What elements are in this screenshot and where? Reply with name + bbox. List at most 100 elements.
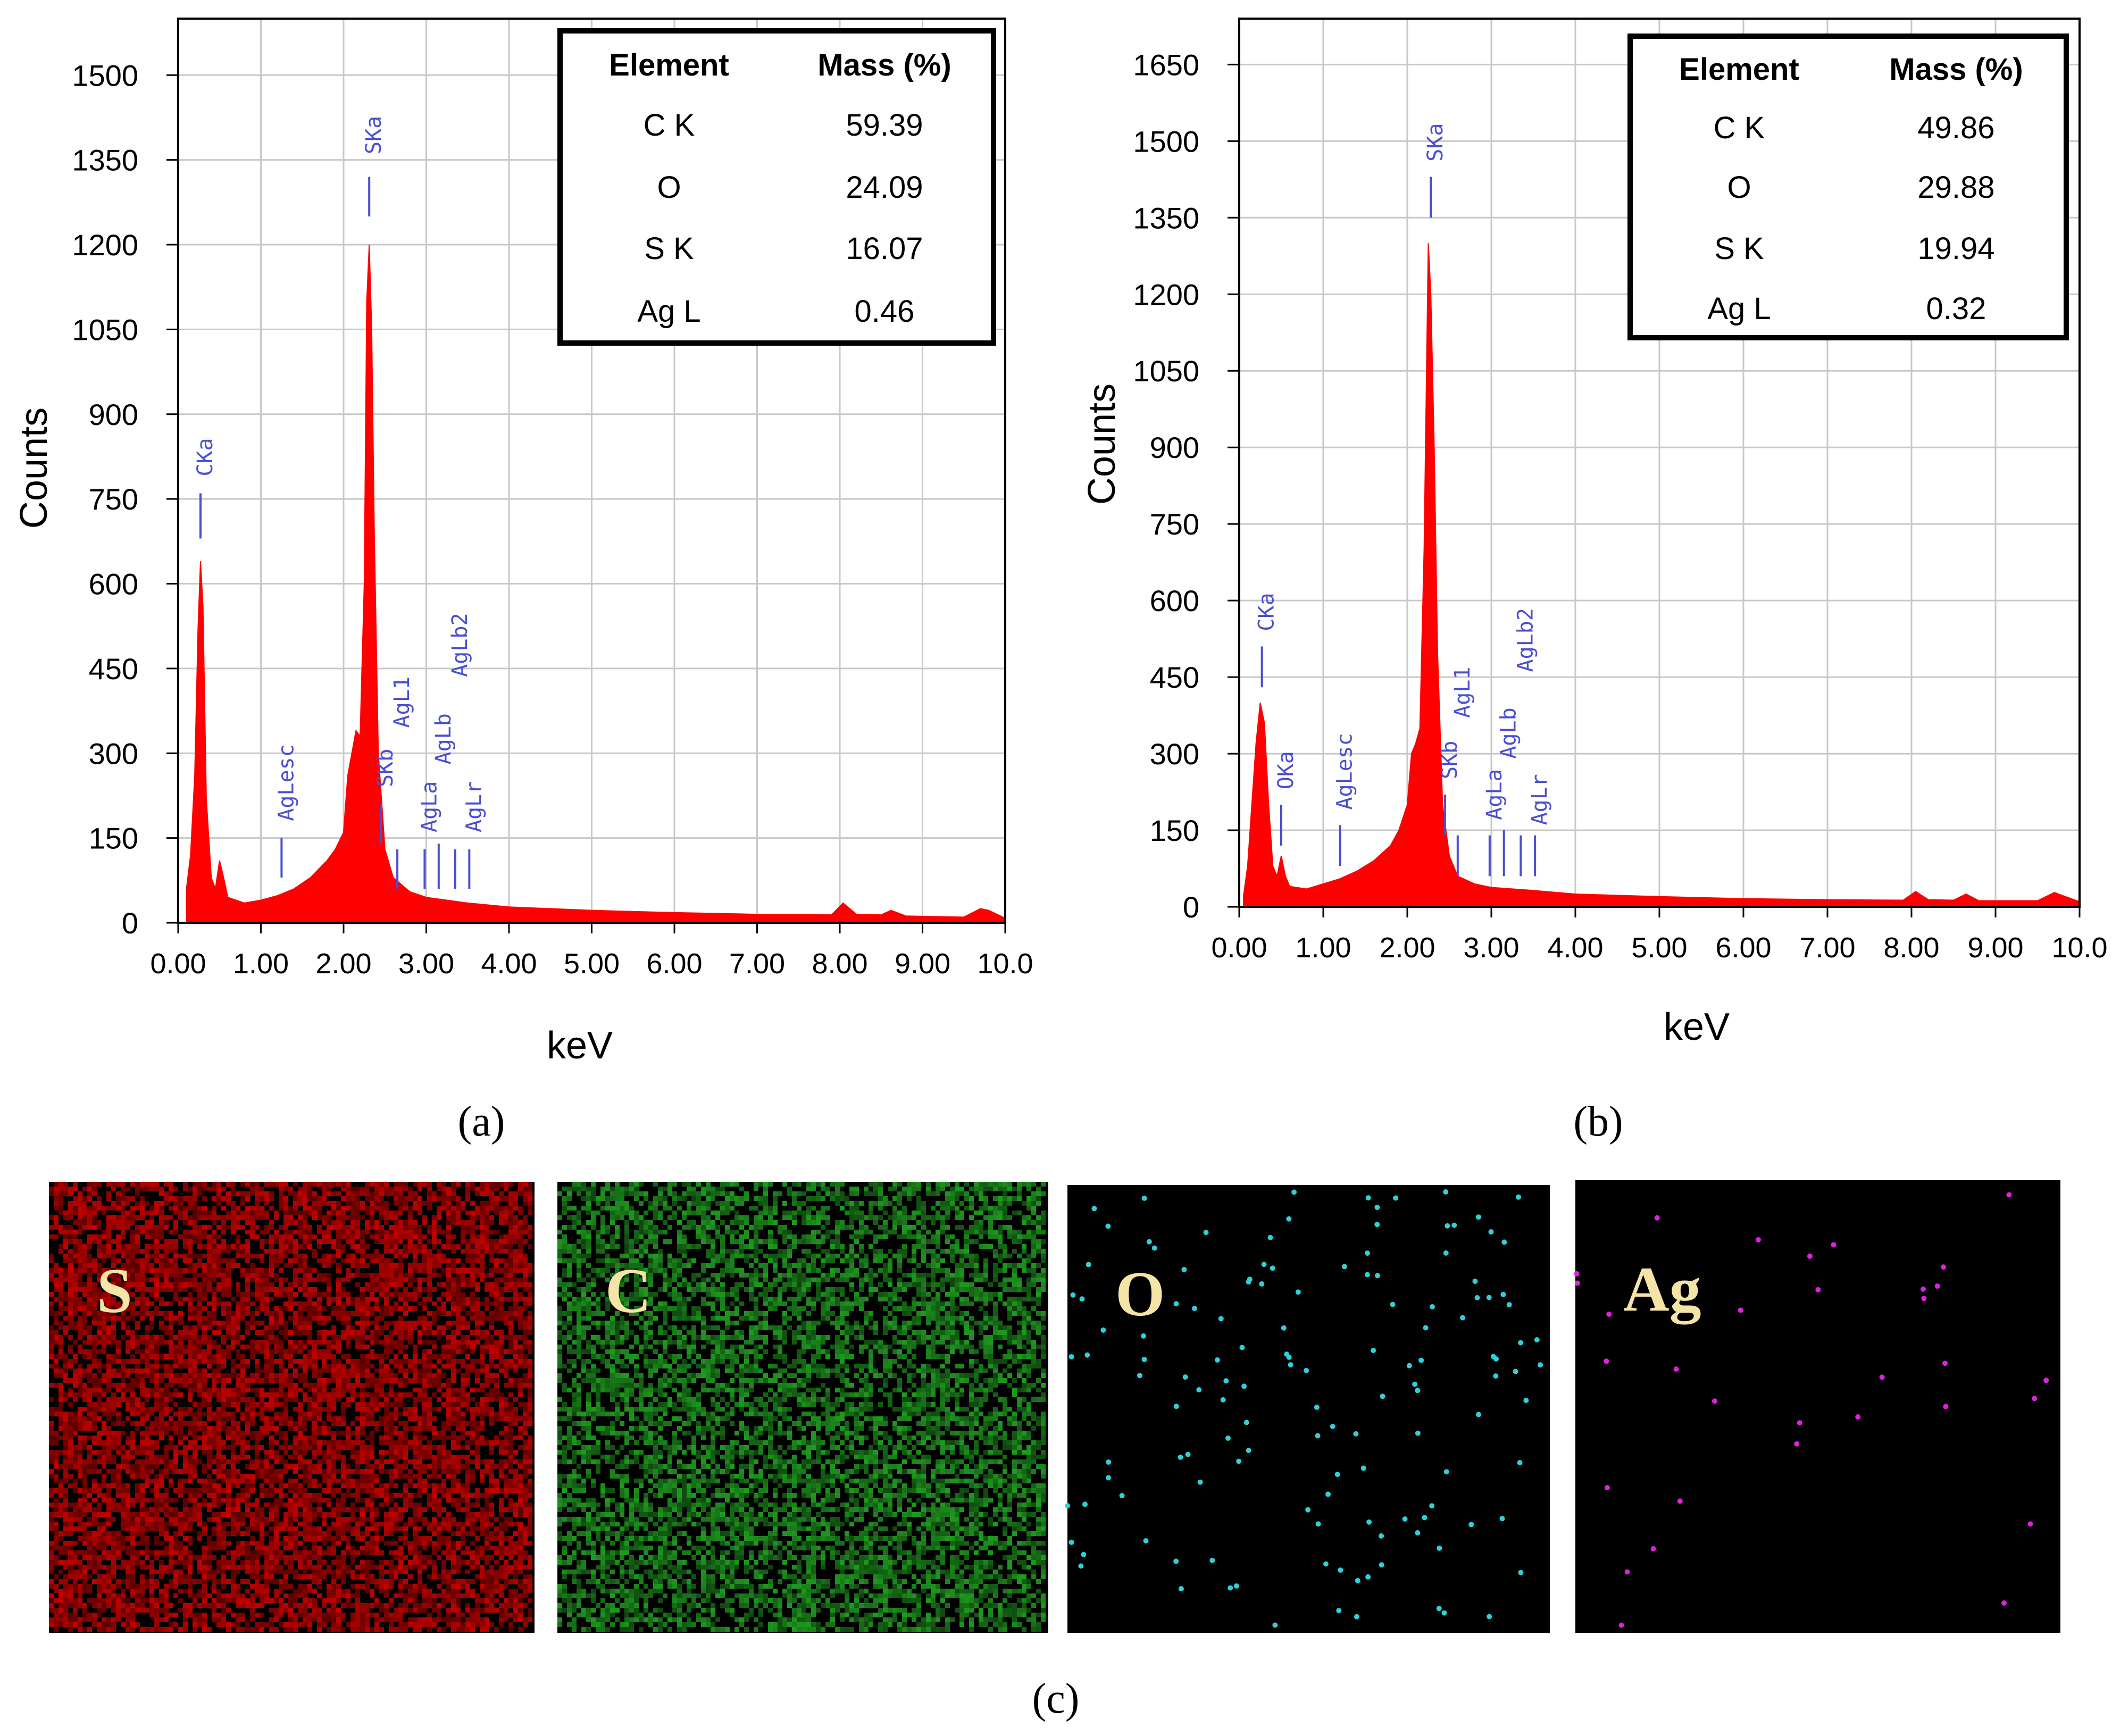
map-pixel bbox=[303, 1191, 307, 1196]
map-pixel bbox=[164, 1354, 169, 1359]
map-pixel bbox=[418, 1378, 422, 1383]
map-pixel bbox=[111, 1220, 116, 1225]
map-pixel bbox=[269, 1464, 274, 1469]
map-pixel bbox=[465, 1378, 470, 1383]
map-pixel bbox=[303, 1187, 307, 1191]
map-pixel bbox=[504, 1383, 508, 1388]
map-pixel bbox=[135, 1263, 140, 1268]
map-pixel bbox=[106, 1469, 111, 1474]
map-pixel bbox=[523, 1215, 528, 1220]
map-pixel bbox=[59, 1191, 63, 1196]
map-pixel bbox=[317, 1459, 322, 1464]
map-pixel bbox=[188, 1373, 193, 1378]
map-pixel bbox=[307, 1412, 312, 1416]
map-pixel bbox=[121, 1431, 126, 1435]
map-pixel bbox=[465, 1383, 470, 1388]
map-pixel bbox=[489, 1349, 494, 1354]
map-pixel bbox=[245, 1282, 250, 1287]
map-pixel bbox=[389, 1225, 394, 1230]
map-pixel bbox=[374, 1187, 379, 1191]
map-pixel bbox=[499, 1340, 504, 1345]
map-pixel bbox=[173, 1196, 178, 1201]
map-pixel bbox=[374, 1330, 379, 1335]
map-pixel bbox=[216, 1225, 221, 1230]
map-pixel bbox=[374, 1225, 379, 1230]
map-pixel bbox=[327, 1345, 331, 1349]
map-pixel bbox=[341, 1392, 346, 1397]
map-pixel bbox=[236, 1435, 240, 1440]
map-pixel bbox=[54, 1268, 59, 1273]
map-pixel bbox=[346, 1335, 350, 1340]
map-pixel bbox=[485, 1187, 489, 1191]
map-pixel bbox=[508, 1273, 513, 1278]
mass-table-value: 16.07 bbox=[846, 231, 923, 266]
map-pixel bbox=[54, 1474, 59, 1479]
map-pixel bbox=[140, 1445, 145, 1450]
map-pixel bbox=[413, 1359, 418, 1364]
map-pixel bbox=[102, 1340, 106, 1345]
map-pixel bbox=[202, 1282, 207, 1287]
map-pixel bbox=[212, 1359, 216, 1364]
map-pixel bbox=[398, 1206, 403, 1211]
map-pixel bbox=[456, 1287, 461, 1292]
map-pixel bbox=[106, 1368, 111, 1373]
map-pixel bbox=[97, 1469, 102, 1474]
map-pixel bbox=[355, 1392, 360, 1397]
map-pixel bbox=[427, 1455, 432, 1459]
map-pixel bbox=[331, 1201, 336, 1206]
map-pixel bbox=[78, 1421, 82, 1426]
peak-label-aglr: AgLr bbox=[1527, 774, 1552, 825]
map-pixel bbox=[360, 1483, 365, 1488]
map-pixel bbox=[456, 1488, 461, 1493]
map-pixel bbox=[207, 1455, 212, 1459]
map-pixel bbox=[470, 1340, 475, 1345]
map-pixel bbox=[418, 1435, 422, 1440]
map-pixel bbox=[336, 1340, 341, 1345]
map-pixel bbox=[528, 1225, 532, 1230]
map-pixel bbox=[398, 1278, 403, 1282]
map-pixel bbox=[403, 1474, 408, 1479]
map-pixel bbox=[49, 1488, 54, 1493]
map-pixel bbox=[312, 1368, 317, 1373]
map-pixel bbox=[135, 1325, 140, 1330]
map-pixel bbox=[78, 1474, 82, 1479]
map-pixel bbox=[87, 1191, 92, 1196]
map-pixel bbox=[87, 1254, 92, 1258]
map-pixel bbox=[480, 1278, 485, 1282]
map-pixel bbox=[178, 1493, 183, 1498]
map-pixel bbox=[202, 1196, 207, 1201]
map-pixel bbox=[298, 1431, 303, 1435]
map-pixel bbox=[441, 1440, 446, 1445]
map-pixel bbox=[59, 1479, 63, 1483]
map-pixel bbox=[317, 1297, 322, 1301]
map-pixel bbox=[73, 1282, 78, 1287]
map-pixel bbox=[456, 1306, 461, 1311]
map-pixel bbox=[145, 1388, 149, 1392]
map-pixel bbox=[465, 1340, 470, 1345]
map-pixel bbox=[518, 1258, 523, 1263]
map-pixel bbox=[413, 1225, 418, 1230]
map-pixel bbox=[451, 1340, 456, 1345]
map-pixel bbox=[221, 1488, 226, 1493]
map-pixel bbox=[121, 1234, 126, 1239]
map-pixel bbox=[202, 1450, 207, 1455]
map-pixel bbox=[441, 1282, 446, 1287]
map-pixel bbox=[504, 1249, 508, 1254]
map-pixel bbox=[370, 1378, 374, 1383]
map-pixel bbox=[264, 1455, 269, 1459]
map-pixel bbox=[437, 1354, 441, 1359]
map-pixel bbox=[312, 1340, 317, 1345]
map-pixel bbox=[446, 1364, 451, 1368]
map-pixel bbox=[317, 1196, 322, 1201]
map-pixel bbox=[355, 1488, 360, 1493]
map-pixel bbox=[169, 1397, 173, 1402]
map-pixel bbox=[49, 1273, 54, 1278]
map-pixel bbox=[68, 1388, 73, 1392]
map-pixel bbox=[446, 1282, 451, 1287]
map-pixel bbox=[307, 1469, 312, 1474]
map-pixel bbox=[245, 1464, 250, 1469]
map-pixel bbox=[327, 1187, 331, 1191]
map-pixel bbox=[92, 1378, 97, 1383]
map-pixel bbox=[63, 1455, 68, 1459]
map-pixel bbox=[394, 1182, 398, 1187]
